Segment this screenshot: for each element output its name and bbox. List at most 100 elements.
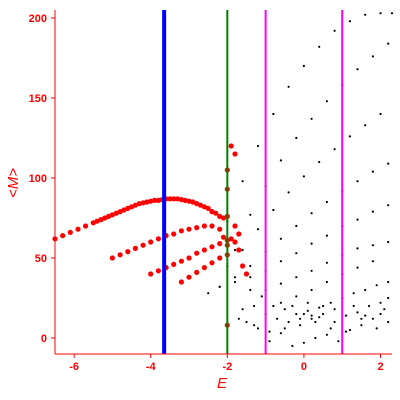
data-point: [213, 210, 219, 216]
data-point: [245, 320, 248, 324]
data-point: [295, 295, 298, 298]
data-point: [253, 324, 256, 327]
data-point: [283, 308, 286, 311]
data-point: [186, 274, 192, 280]
data-point: [283, 327, 286, 330]
data-point: [140, 242, 146, 248]
data-point: [67, 229, 73, 235]
data-point: [209, 223, 215, 229]
data-point: [148, 271, 154, 277]
data-point: [325, 234, 328, 237]
data-point: [232, 151, 238, 157]
data-point: [318, 160, 321, 164]
data-point: [387, 280, 390, 284]
y-tick-label: 0: [41, 333, 47, 345]
data-point: [272, 304, 275, 308]
data-point: [194, 250, 200, 256]
data-point: [268, 330, 271, 333]
data-point: [387, 204, 390, 207]
data-point: [218, 285, 221, 288]
data-point: [379, 312, 382, 316]
y-tick-label: 50: [35, 253, 47, 265]
data-point: [276, 317, 279, 320]
data-point: [148, 239, 154, 245]
data-point: [348, 328, 351, 332]
data-point: [249, 213, 252, 216]
data-point: [302, 64, 305, 68]
data-point: [371, 317, 374, 320]
x-tick-label: 2: [377, 361, 383, 373]
data-point: [364, 288, 367, 292]
x-tick-label: 0: [301, 361, 307, 373]
data-point: [241, 180, 244, 183]
data-point: [205, 205, 211, 211]
y-axis-label: <M>: [5, 168, 22, 198]
data-point: [318, 316, 321, 319]
data-point: [279, 332, 282, 335]
data-point: [171, 231, 177, 237]
data-point: [348, 135, 351, 138]
tick-labels: -6 -4 -2 0 2 0 50 100 150 200: [29, 13, 384, 373]
data-point: [197, 202, 204, 208]
data-point: [291, 304, 294, 308]
data-point: [256, 144, 260, 148]
data-point: [322, 304, 325, 308]
data-point: [279, 237, 282, 240]
data-point: [207, 292, 210, 295]
data-point: [306, 309, 309, 312]
data-point: [220, 234, 227, 240]
data-point: [249, 264, 252, 268]
data-point: [356, 180, 359, 183]
data-point: [236, 231, 242, 237]
x-tick-label: -2: [222, 361, 232, 373]
data-point: [228, 143, 234, 149]
data-point: [310, 317, 313, 320]
data-point: [155, 236, 161, 242]
data-point: [174, 196, 181, 202]
data-point: [356, 247, 359, 250]
data-point: [209, 260, 215, 266]
data-point: [232, 239, 238, 245]
data-point: [344, 330, 348, 333]
data-point: [371, 244, 374, 247]
data-point: [272, 208, 275, 212]
data-point: [201, 223, 207, 229]
data-point: [279, 260, 282, 263]
data-point: [256, 228, 260, 231]
data-point: [178, 279, 184, 285]
data-point: [260, 295, 263, 298]
data-point: [302, 175, 305, 178]
data-point: [318, 306, 321, 309]
data-point: [379, 112, 382, 116]
data-point: [375, 327, 378, 330]
data-point: [279, 301, 282, 304]
data-point: [241, 248, 244, 252]
data-point: [132, 202, 138, 208]
data-point: [352, 304, 355, 308]
data-point: [217, 226, 223, 232]
data-point: [364, 13, 367, 16]
data-point: [367, 304, 371, 308]
data-point: [387, 162, 390, 165]
data-point: [387, 320, 390, 324]
data-point: [125, 249, 131, 255]
data-point: [295, 136, 298, 140]
data-point: [178, 228, 184, 234]
data-point: [201, 265, 207, 271]
data-point: [279, 159, 282, 162]
data-point: [240, 263, 246, 269]
data-point: [291, 344, 294, 348]
data-point: [344, 314, 348, 317]
data-point: [194, 225, 200, 231]
data-point: [310, 314, 313, 317]
data-point: [348, 20, 351, 23]
data-point: [390, 12, 394, 15]
y-tick-label: 200: [29, 13, 47, 25]
data-point: [356, 68, 359, 71]
data-point: [302, 312, 305, 316]
data-point: [306, 301, 309, 304]
data-point: [132, 245, 138, 251]
data-point: [333, 308, 336, 311]
plot-marks: [52, 10, 394, 354]
